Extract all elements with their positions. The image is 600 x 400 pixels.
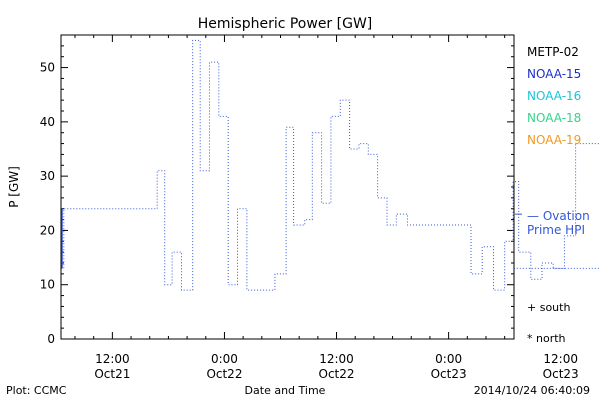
series-line-hpi	[61, 39, 600, 291]
y-tick-label: 30	[40, 169, 55, 183]
x-tick-date-label: Oct23	[431, 367, 467, 381]
y-axis-ticks: 0 10 20 30 40 50	[40, 34, 522, 346]
ovation-annotation-line1: — Ovation	[527, 209, 590, 223]
x-tick-date-label: Oct21	[94, 367, 130, 381]
legend-entry-noaa-16: NOAA-16	[527, 89, 581, 103]
x-tick-date-label: Oct23	[543, 367, 579, 381]
y-tick-label: 20	[40, 223, 55, 237]
x-axis-label: Date and Time	[245, 384, 326, 397]
marker-legend-south: + south	[527, 301, 570, 314]
marker-legend-north: * north	[527, 332, 566, 345]
x-tick-date-label: Oct22	[319, 367, 355, 381]
y-tick-label: 50	[40, 61, 55, 75]
legend-entry-noaa-19: NOAA-19	[527, 133, 581, 147]
legend-entry-noaa-15: NOAA-15	[527, 67, 581, 81]
y-tick-label: 10	[40, 278, 55, 292]
y-tick-label: 40	[40, 115, 55, 129]
x-tick-time-label: 12:00	[319, 352, 354, 366]
y-tick-label: 0	[47, 332, 55, 346]
legend: METP-02 NOAA-15 NOAA-16 NOAA-18 NOAA-19	[527, 45, 581, 147]
plot-frame	[60, 34, 515, 340]
chart-title: Hemispheric Power [GW]	[198, 16, 373, 32]
ovation-annotation-line2: Prime HPI	[527, 223, 585, 237]
x-axis-ticks: 12:00Oct210:00Oct2212:00Oct220:00Oct2312…	[74, 35, 579, 381]
x-tick-time-label: 0:00	[435, 352, 462, 366]
x-tick-time-label: 0:00	[211, 352, 238, 366]
footer-plot-source: Plot: CCMC	[6, 384, 67, 397]
x-tick-date-label: Oct22	[206, 367, 242, 381]
y-axis-label: P [GW]	[7, 166, 21, 208]
x-tick-time-label: 12:00	[95, 352, 130, 366]
legend-entry-noaa-18: NOAA-18	[527, 111, 581, 125]
legend-entry-metp-02: METP-02	[527, 45, 579, 59]
footer-timestamp: 2014/10/24 06:40:09	[474, 384, 590, 397]
x-tick-time-label: 12:00	[543, 352, 578, 366]
